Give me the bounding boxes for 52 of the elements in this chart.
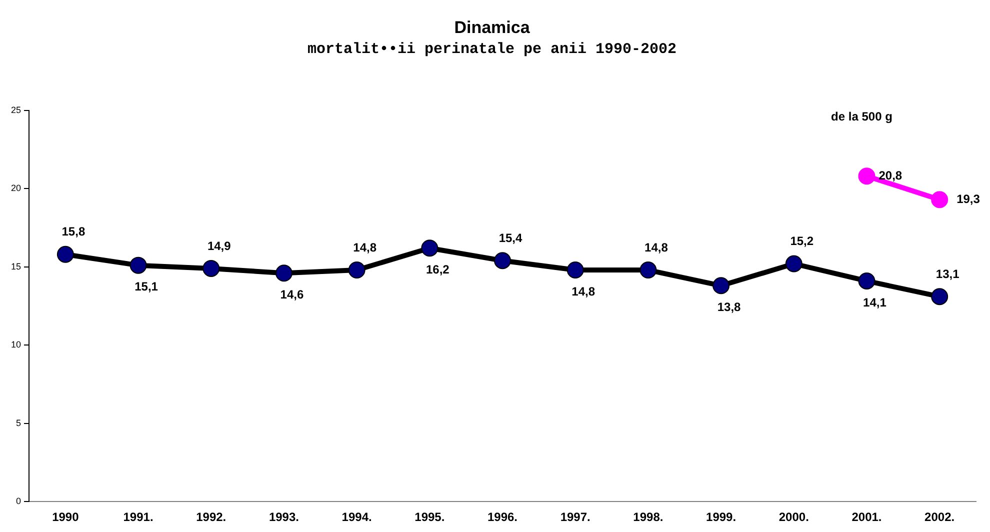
data-label: 15,2 xyxy=(790,234,814,248)
data-label: 16,2 xyxy=(426,262,450,276)
data-label: 14,9 xyxy=(207,238,232,253)
text: de la 500 g xyxy=(831,109,892,124)
data-label: 19,3 xyxy=(956,192,980,206)
x-tick-label: 2002. xyxy=(924,510,955,524)
y-tick-label: 5 xyxy=(16,418,22,428)
point xyxy=(275,264,292,282)
chart-subtitle: mortalit••ii perinatale pe anii 1990-2002 xyxy=(307,41,677,58)
y-tick-label: 20 xyxy=(10,183,22,194)
x-tick-label: 1995. xyxy=(414,510,445,524)
point xyxy=(421,240,438,257)
point xyxy=(56,246,74,263)
y-tick-label: 25 xyxy=(10,104,22,115)
data-label: 14,6 xyxy=(280,287,304,302)
x-tick-label: 1999. xyxy=(706,510,736,524)
data-label: 15,8 xyxy=(62,224,86,239)
x-tick-label: 1990 xyxy=(52,510,80,524)
point xyxy=(348,262,366,279)
point xyxy=(858,272,876,290)
point xyxy=(494,252,512,270)
point xyxy=(931,288,948,306)
point xyxy=(858,168,876,185)
data-label: 14,1 xyxy=(863,295,887,310)
y-tick-label: 0 xyxy=(16,496,22,506)
y-tick-label: 15 xyxy=(10,261,22,272)
x-tick-label: 1991. xyxy=(123,510,154,524)
point xyxy=(566,262,584,279)
x-tick-label: 1992. xyxy=(196,510,226,524)
data-label: 14,8 xyxy=(572,284,596,298)
y-tick-label: 10 xyxy=(10,340,22,350)
x-tick-label: 2000. xyxy=(778,510,809,524)
data-label: 15,1 xyxy=(134,280,158,294)
x-tick-label: 1994. xyxy=(342,510,372,524)
chart-title: Dinamica xyxy=(454,18,530,37)
data-label: 20,8 xyxy=(878,168,902,182)
x-tick-label: 1998. xyxy=(633,510,664,524)
point xyxy=(931,191,948,208)
point xyxy=(712,277,730,294)
x-tick-label: 2001. xyxy=(852,510,882,524)
data-label: 14,8 xyxy=(644,240,668,254)
x-tick-label: 1996. xyxy=(487,510,518,524)
point xyxy=(785,255,802,272)
point xyxy=(640,262,657,279)
data-label: 15,4 xyxy=(498,230,523,245)
data-label: 13,8 xyxy=(717,300,742,314)
x-tick-label: 1997. xyxy=(560,510,590,524)
point xyxy=(130,256,147,274)
x-tick-label: 1993. xyxy=(268,510,299,524)
point xyxy=(202,260,220,277)
data-label: 14,8 xyxy=(353,240,377,254)
data-label: 13,1 xyxy=(936,266,960,281)
